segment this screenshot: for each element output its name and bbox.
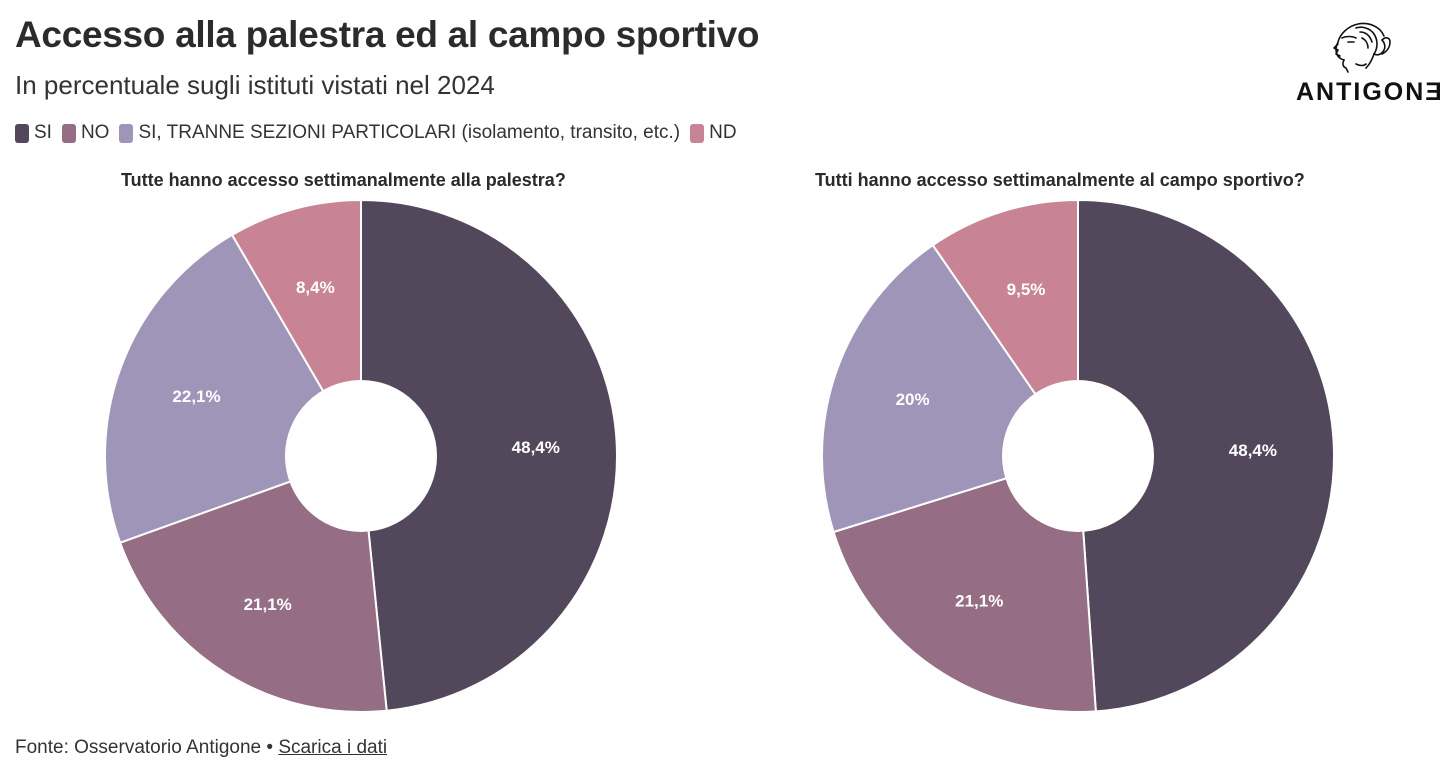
legend-item-si[interactable]: SI (15, 122, 52, 144)
legend: SI NO SI, TRANNE SEZIONI PARTICOLARI (is… (15, 122, 747, 144)
campo-data-label-si-tranne: 20% (896, 390, 930, 409)
legend-item-nd[interactable]: ND (690, 122, 737, 144)
legend-label: NO (80, 122, 110, 143)
legend-swatch (119, 123, 134, 143)
palestra-data-label-si: 48,4% (512, 438, 560, 457)
legend-label: SI (34, 122, 52, 143)
campo-slice-si[interactable] (1077, 198, 1335, 713)
footer-separator: • (266, 737, 274, 758)
chart-title: Accesso alla palestra ed al campo sporti… (15, 14, 760, 55)
palestra-chart-title: Tutte hanno accesso settimanalmente alla… (121, 170, 566, 190)
campo-chart-title: Tutti hanno accesso settimanalmente al c… (815, 170, 1305, 190)
campo-donut-hole (1002, 380, 1154, 532)
palestra-data-label-nd: 8,4% (296, 278, 335, 297)
legend-item-no[interactable]: NO (61, 122, 110, 144)
antigone-logo[interactable]: ANTIGONƎ (1296, 14, 1440, 106)
campo-slice-no[interactable] (832, 454, 1097, 713)
legend-item-si-tranne[interactable]: SI, TRANNE SEZIONI PARTICOLARI (isolamen… (119, 122, 680, 144)
download-data-link[interactable]: Scarica i dati (278, 737, 388, 758)
palestra-data-label-si-tranne: 22,1% (172, 387, 220, 406)
legend-swatch (690, 123, 705, 143)
footer: Fonte: Osservatorio Antigone • Scarica i… (15, 737, 387, 759)
source-text: Fonte: Osservatorio Antigone (15, 737, 262, 758)
campo-data-label-no: 21,1% (955, 591, 1003, 610)
palestra-data-label-no: 21,1% (244, 595, 292, 614)
campo-data-label-si: 48,4% (1229, 441, 1277, 460)
palestra-donut-hole (285, 380, 437, 532)
legend-label: ND (709, 122, 737, 143)
antigone-head-icon (1333, 22, 1391, 73)
palestra-slice-si[interactable] (360, 198, 618, 712)
chart-subtitle: In percentuale sugli istituti vistati ne… (15, 70, 495, 100)
legend-swatch (61, 123, 76, 143)
legend-swatch (15, 123, 29, 143)
legend-label: SI, TRANNE SEZIONI PARTICOLARI (isolamen… (138, 122, 681, 143)
logo-wordmark: ANTIGONƎ (1296, 78, 1440, 106)
campo-data-label-nd: 9,5% (1007, 280, 1046, 299)
